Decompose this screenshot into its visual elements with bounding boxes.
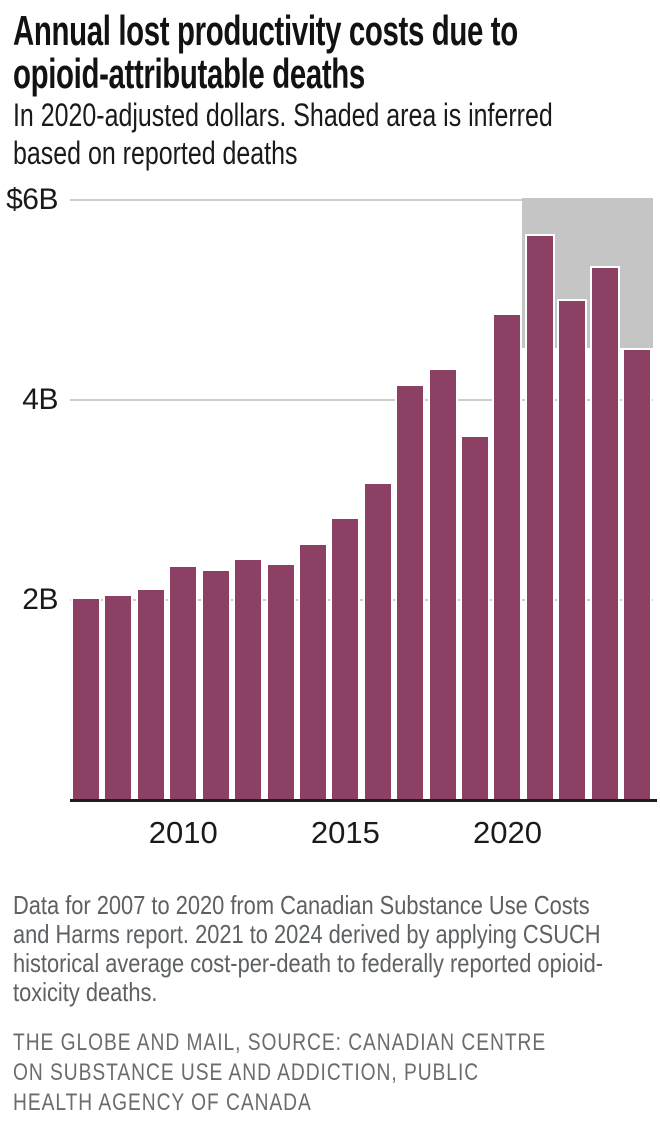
text-line: and Harms report. 2021 to 2024 derived b… — [13, 919, 601, 949]
bar-2021 — [524, 234, 555, 800]
text-line: THE GLOBE AND MAIL, SOURCE: CANADIAN CEN… — [13, 1029, 547, 1056]
text-line: Data for 2007 to 2020 from Canadian Subs… — [13, 890, 590, 920]
x-axis-line — [70, 799, 657, 802]
x-tick-label: 2015 — [310, 815, 380, 850]
bar-2020 — [492, 313, 523, 800]
bar-2018 — [427, 368, 458, 800]
bar-chart: $6B 4B 2B 2010 2015 2020 — [0, 183, 660, 860]
bar-2017 — [395, 384, 426, 800]
bar-2013 — [265, 563, 296, 800]
bar-2015 — [330, 517, 361, 800]
bar-2009 — [135, 588, 166, 800]
bar-2011 — [200, 569, 231, 800]
source-credit: THE GLOBE AND MAIL, SOURCE: CANADIAN CEN… — [13, 1028, 660, 1118]
text-line: based on reported deaths — [13, 135, 298, 171]
bar-2016 — [362, 482, 393, 800]
gridline-4b — [70, 399, 653, 401]
x-tick-label: 2020 — [472, 815, 542, 850]
footnote: Data for 2007 to 2020 from Canadian Subs… — [13, 891, 660, 1007]
bar-2023 — [589, 266, 620, 800]
bar-2008 — [103, 594, 134, 800]
bar-2007 — [71, 597, 101, 800]
text-line: toxicity deaths. — [13, 977, 158, 1007]
text-line: opioid-attributable deaths — [13, 50, 365, 97]
text-line: historical average cost-per-death to fed… — [13, 948, 604, 978]
text-line: In 2020-adjusted dollars. Shaded area is… — [13, 97, 553, 133]
gridline-6b — [70, 199, 653, 201]
y-tick-label: 4B — [22, 383, 58, 416]
text-line: ON SUBSTANCE USE AND ADDICTION, PUBLIC — [13, 1059, 480, 1086]
chart-title: Annual lost productivity costs due to opi… — [13, 9, 660, 95]
text-line: HEALTH AGENCY OF CANADA — [13, 1089, 312, 1116]
text-line: Annual lost productivity costs due to — [13, 7, 518, 54]
x-tick-label: 2010 — [148, 815, 218, 850]
bar-2024 — [622, 348, 653, 800]
bar-2014 — [297, 543, 328, 800]
plot-area — [70, 198, 653, 800]
gridline-2b — [70, 599, 653, 601]
bar-2012 — [233, 558, 264, 800]
y-tick-label: $6B — [6, 183, 58, 216]
y-tick-label: 2B — [22, 583, 58, 616]
bar-2022 — [557, 299, 588, 800]
bar-2010 — [168, 565, 199, 800]
bar-2019 — [460, 435, 491, 800]
chart-subtitle: In 2020-adjusted dollars. Shaded area is… — [13, 96, 660, 172]
